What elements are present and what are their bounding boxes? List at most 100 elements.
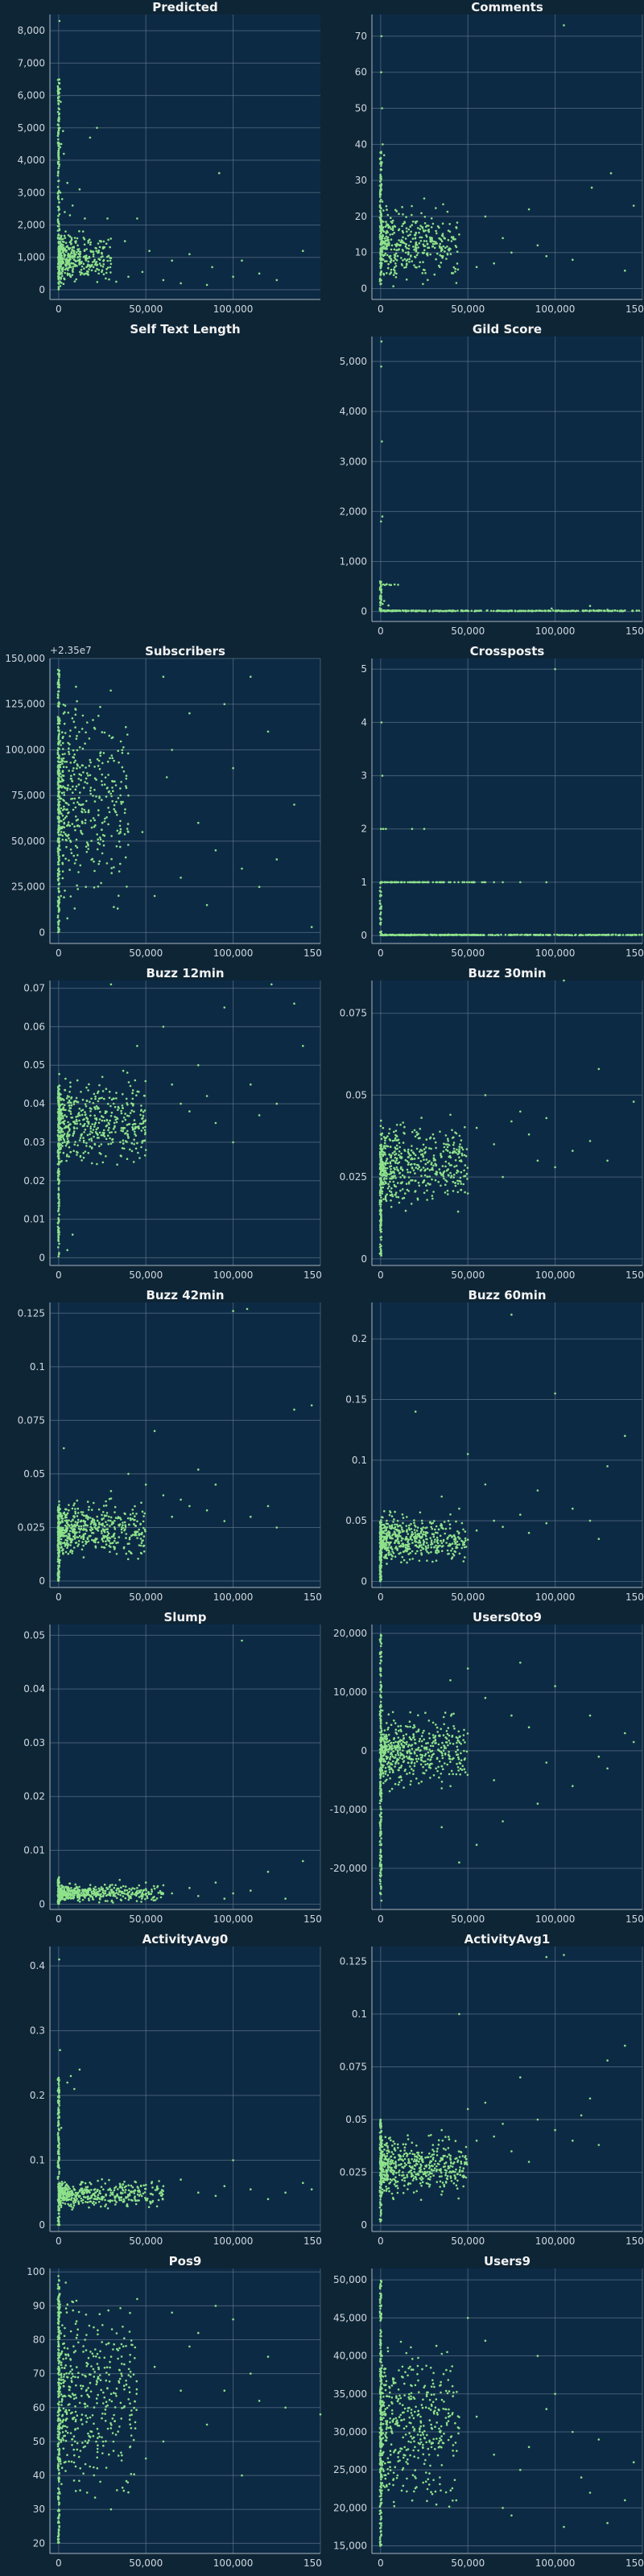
- scatter-point: [81, 1511, 85, 1513]
- scatter-point: [92, 1532, 95, 1534]
- scatter-point: [58, 251, 60, 254]
- scatter-point: [122, 1142, 125, 1145]
- scatter-point: [380, 1162, 383, 1166]
- scatter-point: [468, 881, 471, 884]
- scatter-point: [411, 213, 413, 217]
- scatter-point: [389, 254, 392, 258]
- scatter-point: [385, 1159, 388, 1162]
- scatter-point: [171, 1083, 173, 1086]
- scatter-point: [444, 1191, 447, 1194]
- scatter-point: [63, 1447, 65, 1450]
- scatter-point: [87, 1121, 90, 1123]
- scatter-point: [64, 857, 67, 860]
- scatter-point: [68, 735, 72, 737]
- chart-panel-gild-score: Gild Score050,000100,000150,0001,0002,00…: [340, 322, 644, 637]
- scatter-point: [64, 1542, 66, 1545]
- scatter-point: [128, 1542, 130, 1545]
- scatter-point: [143, 1512, 146, 1515]
- scatter-point: [96, 758, 99, 761]
- scatter-point: [57, 180, 60, 182]
- scatter-point: [87, 1540, 90, 1542]
- scatter-point: [400, 1157, 402, 1160]
- scatter-point: [90, 250, 93, 254]
- scatter-point: [275, 279, 279, 282]
- scatter-point: [94, 1108, 97, 1110]
- chart-title: Buzz 60min: [468, 1288, 546, 1302]
- scatter-point: [114, 1118, 118, 1121]
- x-tick-label: 0: [56, 1269, 62, 1281]
- scatter-point: [380, 1228, 382, 1231]
- scatter-point: [429, 253, 431, 256]
- scatter-point: [97, 1530, 100, 1532]
- scatter-point: [440, 1154, 442, 1157]
- scatter-point: [65, 761, 68, 763]
- scatter-point: [390, 261, 392, 264]
- scatter-point: [70, 1523, 73, 1526]
- scatter-point: [112, 790, 114, 792]
- scatter-point: [57, 779, 60, 782]
- scatter-point: [82, 1556, 85, 1558]
- scatter-point: [76, 1154, 78, 1156]
- scatter-point: [105, 1543, 108, 1546]
- scatter-point: [130, 1102, 133, 1104]
- scatter-point: [432, 1164, 435, 1167]
- scatter-point: [82, 771, 85, 774]
- scatter-point: [92, 253, 95, 256]
- scatter-point: [81, 764, 85, 767]
- scatter-point: [60, 894, 62, 898]
- scatter-point: [108, 1515, 110, 1518]
- scatter-point: [379, 597, 382, 600]
- scatter-point: [394, 270, 396, 272]
- scatter-point: [110, 1131, 113, 1133]
- scatter-point: [380, 1238, 382, 1241]
- scatter-point: [76, 767, 78, 770]
- scatter-point: [460, 1139, 463, 1141]
- scatter-point: [381, 200, 384, 203]
- scatter-point: [77, 1525, 80, 1528]
- scatter-point: [120, 1109, 122, 1113]
- scatter-point: [100, 1153, 102, 1155]
- scatter-point: [535, 934, 538, 936]
- scatter-point: [61, 1526, 64, 1530]
- scatter-point: [427, 246, 429, 250]
- scatter-point: [89, 761, 92, 764]
- scatter-point: [102, 1116, 105, 1119]
- scatter-point: [592, 609, 596, 613]
- scatter-point: [415, 1166, 418, 1169]
- scatter-point: [449, 1171, 452, 1174]
- scatter-point: [70, 1541, 72, 1544]
- scatter-point: [90, 269, 93, 272]
- x-tick-label: 50,000: [129, 947, 163, 959]
- scatter-point: [59, 280, 61, 283]
- scatter-point: [458, 1159, 461, 1162]
- scatter-point: [75, 685, 77, 688]
- scatter-point: [77, 248, 80, 250]
- scatter-point: [60, 1138, 62, 1141]
- scatter-point: [109, 266, 112, 269]
- scatter-point: [121, 1147, 124, 1150]
- scatter-point: [101, 852, 104, 855]
- scatter-point: [76, 259, 79, 262]
- scatter-point: [94, 1117, 97, 1120]
- scatter-point: [57, 1572, 60, 1575]
- scatter-point: [116, 1163, 118, 1166]
- scatter-point: [114, 780, 116, 782]
- scatter-point: [386, 1135, 389, 1137]
- scatter-point: [64, 230, 67, 233]
- scatter-point: [91, 1123, 93, 1125]
- scatter-point: [456, 268, 460, 271]
- scatter-point: [413, 1129, 416, 1132]
- scatter-point: [452, 236, 455, 238]
- scatter-point: [103, 246, 106, 249]
- scatter-point: [380, 365, 382, 368]
- scatter-point: [476, 609, 479, 613]
- scatter-point: [444, 1143, 448, 1146]
- scatter-point: [96, 126, 98, 130]
- scatter-point: [65, 1534, 68, 1538]
- scatter-point: [125, 1140, 127, 1142]
- scatter-point: [87, 809, 90, 811]
- scatter-point: [62, 268, 64, 270]
- scatter-point: [57, 726, 60, 729]
- scatter-point: [435, 1146, 437, 1150]
- scatter-point: [394, 252, 398, 255]
